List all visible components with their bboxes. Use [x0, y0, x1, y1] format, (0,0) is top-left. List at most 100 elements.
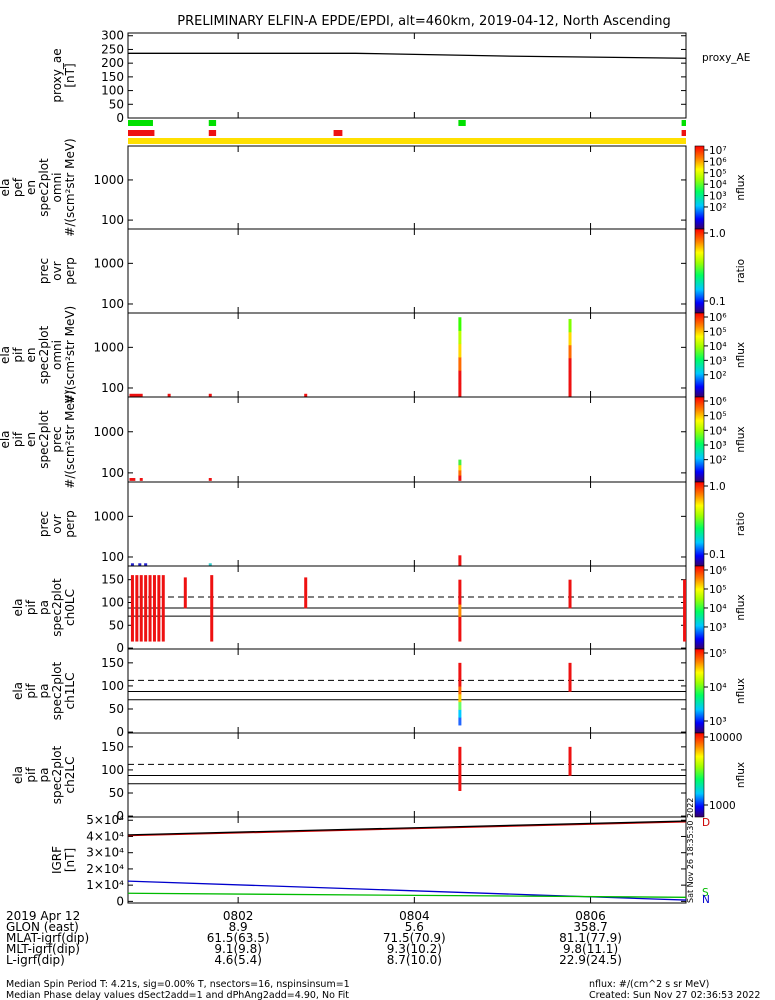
y-tick-label: 5×10⁴: [86, 813, 124, 827]
orbit-row-value: 9.8(11.1): [563, 942, 618, 956]
y-axis-label: spec2plot: [37, 158, 51, 217]
colorbar-tick-label: 10³: [709, 440, 727, 452]
spectrogram-mark: [129, 393, 143, 398]
spectrogram-mark: [568, 383, 572, 398]
spectrogram-mark: [458, 746, 462, 791]
panel-ela_pif_omni: 1000 100 ela pif en spec2plot omni #/(scm²str M…: [0, 306, 687, 404]
spectrogram-mark: [458, 459, 462, 466]
colorbar-label: ratio: [735, 259, 747, 283]
y-tick-label: 50: [109, 786, 124, 800]
spectrogram-mark: [458, 370, 462, 385]
y-tick-label: 100: [101, 381, 124, 395]
colorbar-scale: [694, 145, 705, 230]
y-axis-label: #/(scm²str MeV): [63, 138, 77, 236]
flag-segment: [128, 130, 155, 136]
y-axis-label: spec2plot: [37, 410, 51, 469]
orbit-row-value: 71.5(70.9): [383, 931, 446, 945]
spectrogram-mark: [458, 357, 462, 371]
panel-ch0LC: 150 100 50 0 ela pif pa spec2plot ch0LC: [11, 565, 687, 655]
panel-frame: [127, 32, 687, 119]
colorbar-tick-label: 10⁴: [709, 179, 727, 191]
colorbar-tick-label: 10⁷: [709, 145, 727, 157]
y-tick-label: 1000: [93, 256, 124, 270]
orbit-row-label: L-igrf(dip): [6, 953, 65, 967]
spectrogram-mark: [157, 575, 161, 642]
orbit-table: 2019 Apr 12 0802 0804 0806 GLON (east) 8.9 5.6…: [6, 909, 622, 967]
colorbar-6: 10⁵ 10⁴ 10³ nflux: [694, 648, 747, 734]
orbit-row-value: 61.5(63.5): [207, 931, 270, 945]
colorbar-tick-label: 10²: [709, 370, 727, 382]
spectrogram-mark: [568, 344, 572, 359]
flag-segment: [681, 130, 686, 136]
colorbar-tick-label: 1.0: [709, 228, 726, 240]
flag-segment: [128, 120, 153, 126]
spectrogram-mark: [208, 393, 212, 397]
flag-segment: [208, 120, 217, 126]
colorbar-scale: [694, 228, 705, 314]
colorbar-label: nflux: [735, 762, 747, 788]
colorbar-tick-label: 10⁴: [709, 425, 727, 437]
y-axis-label: ela: [0, 346, 12, 364]
flag-segment: [128, 138, 686, 144]
colorbars-layer: 10⁷10⁶10⁵10⁴10³10²nflux1.00.1ratio10⁶10⁵…: [694, 145, 747, 818]
y-tick-label: 0: [116, 725, 124, 739]
spectrogram-mark: [129, 478, 136, 481]
colorbar-tick-label: 10⁵: [709, 648, 727, 660]
y-tick-label: 100: [101, 763, 124, 777]
y-tick-label: 100: [101, 297, 124, 311]
y-tick-label: 150: [101, 70, 124, 84]
orbit-row-value: 81.1(77.9): [559, 931, 622, 945]
y-axis-label: pa: [37, 600, 51, 615]
colorbar-scale: [694, 648, 705, 734]
spectrogram-mark: [183, 577, 187, 609]
y-axis-label: [nT]: [63, 63, 77, 87]
colorbar-tick-label: 10⁶: [709, 312, 727, 324]
spectrogram-mark: [458, 670, 462, 679]
colorbar-5: 10⁶ 10⁵ 10⁴ 10³ nflux: [694, 565, 747, 650]
y-tick-label: 1000: [93, 340, 124, 354]
orbit-row-label: GLON (east): [6, 920, 79, 934]
y-tick-label: 150: [101, 573, 124, 587]
panel-ela_pif_prec: 1000 100 ela pif en spec2plot prec #/(scm²str M…: [0, 390, 687, 489]
y-axis-label: ela: [0, 178, 12, 196]
y-axis-label: en: [24, 432, 38, 447]
colorbar-tick-label: 10000: [709, 732, 742, 744]
orbit-row-value: 5.6: [405, 920, 424, 934]
panel-igrf: 5×10⁴ 4×10⁴ 3×10⁴ 2×10⁴ 1×10⁴ 0 IGRF [nT]: [50, 813, 687, 908]
y-axis-label: spec2plot: [37, 325, 51, 384]
y-axis-label: ela: [11, 682, 25, 700]
y-axis-label: ela: [11, 766, 25, 784]
proxy-ae-legend: proxy_AE: [702, 52, 750, 64]
colorbar-tick-label: 10⁴: [709, 341, 727, 353]
spectrogram-mark: [139, 575, 143, 642]
colorbar-label: ratio: [735, 512, 747, 536]
colorbar-scale: [694, 312, 705, 398]
colorbar-tick-label: 0.1: [709, 549, 726, 561]
footer-right-1: nflux: #/(cm^2 s sr MeV): [589, 979, 709, 990]
orbit-row-value: 4.6(5.4): [214, 953, 262, 967]
y-axis-label: ela: [11, 598, 25, 616]
y-axis-label: spec2plot: [50, 661, 64, 720]
flag-segment: [681, 120, 686, 126]
y-axis-label: pif: [24, 683, 38, 699]
y-tick-label: 250: [101, 42, 124, 56]
y-tick-label: 100: [101, 550, 124, 564]
spectrogram-mark: [458, 662, 462, 671]
colorbar-tick-label: 10⁵: [709, 326, 727, 338]
colorbar-tick-label: 10⁵: [709, 168, 727, 180]
igrf-legend-s: S: [702, 887, 709, 899]
y-axis-label: pif: [24, 599, 38, 615]
y-axis-label: spec2plot: [50, 745, 64, 804]
igrf-legend-n: N: [702, 894, 710, 906]
y-axis-label: prec: [37, 258, 51, 284]
panel-frame: [127, 228, 687, 314]
spectrogram-mark: [304, 577, 308, 609]
spectrogram-mark: [568, 579, 572, 609]
panel-frame: [127, 312, 687, 398]
y-axis-label: IGRF: [50, 846, 64, 874]
y-tick-label: 150: [101, 656, 124, 670]
spectrogram-mark: [144, 563, 148, 567]
